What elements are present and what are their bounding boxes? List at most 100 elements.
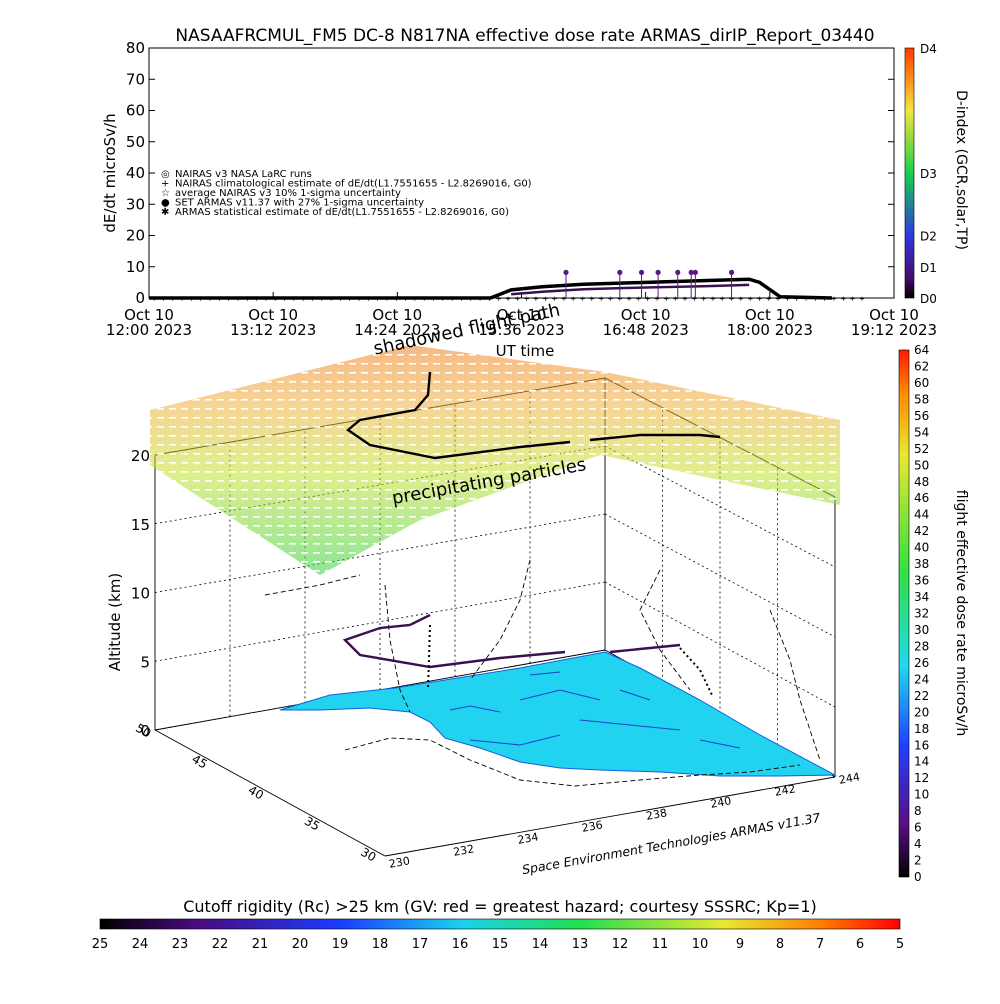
- series-point: +: [701, 295, 707, 303]
- dose-rate-tick-label: 18: [914, 722, 929, 736]
- series-point: +: [831, 295, 837, 303]
- dose-rate-tick-label: 54: [914, 425, 929, 439]
- top-y-tick-label: 10: [126, 258, 145, 276]
- dose-rate-tick-label: 24: [914, 672, 929, 686]
- series-point: +: [663, 295, 669, 303]
- d-index-axis: D0 D1 D2 D3 D4: [920, 42, 937, 306]
- legend-entry: average NAIRAS v3 10% 1-sigma uncertaint…: [175, 188, 401, 199]
- top-x-tick-label-date: Oct 10: [372, 306, 422, 324]
- legend-entry: NAIRAS climatological estimate of dE/dt(…: [175, 179, 532, 190]
- series-point: +: [729, 295, 735, 303]
- dose-rate-tick-label: 12: [914, 771, 929, 785]
- top-x-tick-label-date: Oct 10: [869, 306, 919, 324]
- set-armas-point: [692, 269, 698, 275]
- dose-rate-tick-label: 16: [914, 738, 929, 752]
- series-point: +: [682, 295, 688, 303]
- rigidity-tick-label: 23: [172, 937, 189, 952]
- credit-text: Space Environment Technologies ARMAS v11…: [521, 810, 822, 877]
- series-point: +: [552, 295, 558, 303]
- top-y-tick-label: 80: [126, 39, 145, 57]
- dose-rate-tick-label: 32: [914, 607, 929, 621]
- dose-rate-tick-label: 46: [914, 491, 929, 505]
- dose-rate-tick-label: 26: [914, 656, 929, 670]
- top-y-tick-label: 0: [135, 289, 145, 307]
- rigidity-tick-label: 11: [652, 937, 669, 952]
- dose-rate-tick-label: 38: [914, 557, 929, 571]
- top-x-tick-label-date: Oct 10: [745, 306, 795, 324]
- series-point: +: [608, 295, 614, 303]
- series-point: +: [542, 295, 548, 303]
- dose-rate-tick-label: 30: [914, 623, 929, 637]
- series-point: +: [570, 295, 576, 303]
- top-y-tick-label: 70: [126, 70, 145, 88]
- series-point: +: [645, 295, 651, 303]
- series-point: +: [775, 295, 781, 303]
- rigidity-tick-label: 22: [212, 937, 229, 952]
- dose-rate-tick-label: 40: [914, 541, 929, 555]
- top-y-axis-label: dE/dt microSv/h: [101, 113, 119, 232]
- dose-rate-tick-label: 10: [914, 788, 929, 802]
- top-y-tick-label: 40: [126, 164, 145, 182]
- dose-rate-tick-label: 2: [914, 854, 922, 868]
- series-point: +: [598, 295, 604, 303]
- top-chart-series: + + + + + + + + + + + + + + + + + + + + + + + + + + + + + + + + + + + + + + + +…: [149, 269, 865, 303]
- set-armas-point: [563, 269, 569, 275]
- rigidity-tick-label: 17: [412, 937, 429, 952]
- legend-symbol: ◎: [161, 169, 170, 180]
- dose-rate-tick-label: 58: [914, 392, 929, 406]
- series-point: +: [514, 295, 520, 303]
- shadow-flight-path: [264, 559, 821, 787]
- rigidity-tick-label: 7: [816, 937, 824, 952]
- rigidity-tick-label: 9: [736, 937, 744, 952]
- dose-rate-tick-label: 62: [914, 359, 929, 373]
- top-x-tick-label-time: 13:12 2023: [230, 321, 316, 339]
- longitude-tick-label: 232: [452, 842, 475, 858]
- set-armas-point: [688, 269, 694, 275]
- d-index-label: D-index (GCR,solar,TP): [953, 90, 969, 250]
- dose-rate-tick-label: 8: [914, 804, 922, 818]
- longitude-tick-label: 242: [774, 782, 797, 798]
- legend-symbol: +: [161, 179, 169, 190]
- dose-rate-axis: 0246810121416182022242628303234363840424…: [914, 343, 929, 884]
- rigidity-tick-label: 25: [92, 937, 109, 952]
- rigidity-colorbar: [99, 918, 901, 930]
- series-point: +: [710, 295, 716, 303]
- d-index-colorbar: [904, 47, 915, 299]
- d-index-tick-label: D0: [920, 292, 937, 306]
- altitude-tick-label: 10: [131, 585, 150, 603]
- flight-path-descents: [427, 624, 713, 696]
- dose-rate-tick-label: 36: [914, 574, 929, 588]
- rigidity-tick-label: 13: [572, 937, 589, 952]
- dose-cap-dash-texture: [150, 345, 840, 575]
- top-x-tick-label-time: 19:12 2023: [851, 321, 937, 339]
- dose-rate-tick-label: 6: [914, 821, 922, 835]
- series-point: +: [580, 295, 586, 303]
- legend-entry: SET ARMAS v11.37 with 27% 1-sigma uncert…: [175, 198, 424, 209]
- rigidity-tick-label: 24: [132, 937, 149, 952]
- top-chart-legend: ◎ NAIRAS v3 NASA LaRC runs + NAIRAS climato…: [161, 169, 532, 218]
- altitude-tick-label: 0: [140, 722, 150, 740]
- series-point: +: [533, 295, 539, 303]
- set-armas-point: [675, 269, 681, 275]
- dose-rate-tick-label: 42: [914, 524, 929, 538]
- series-point: +: [635, 295, 641, 303]
- dose-rate-tick-label: 60: [914, 376, 929, 390]
- altitude-tick-label: 5: [140, 653, 150, 671]
- longitude-tick-label: 230: [388, 854, 411, 870]
- series-point: +: [691, 295, 697, 303]
- altitude-gridline-right: [604, 581, 836, 708]
- series-point: +: [654, 295, 660, 303]
- longitude-tick-label: 236: [581, 818, 604, 834]
- top-x-tick-label-time: 14:24 2023: [354, 321, 440, 339]
- series-point: +: [850, 295, 856, 303]
- top-x-tick-label-time: 16:48 2023: [603, 321, 689, 339]
- altitude-gridline-right: [604, 513, 836, 638]
- rigidity-tick-label: 12: [612, 937, 629, 952]
- dose-rate-tick-label: 0: [914, 870, 922, 884]
- altitude-tick-label: 15: [131, 516, 150, 534]
- top-x-tick-label-date: Oct 10: [248, 306, 298, 324]
- rigidity-axis: 25 24 23 22 21 20 19 18 17 16 15 14 13 12 11 10 9 8 7 6 5: [92, 937, 904, 952]
- d-index-tick-label: D4: [920, 42, 937, 56]
- latitude-tick-label: 35: [302, 814, 322, 834]
